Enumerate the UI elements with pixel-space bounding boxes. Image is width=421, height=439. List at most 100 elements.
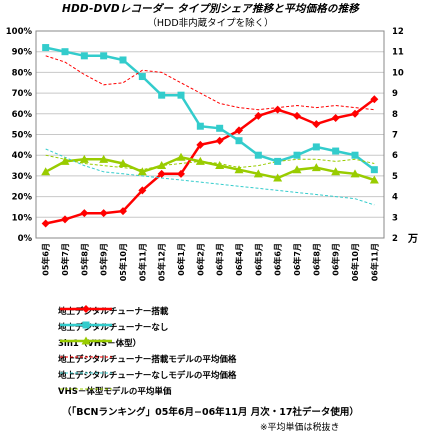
data-point bbox=[60, 156, 70, 165]
data-point bbox=[351, 151, 359, 159]
legend-label: VHS－体型モデルの平均単価 bbox=[58, 387, 172, 397]
data-point bbox=[80, 52, 88, 60]
chart-subtitle: （HDD非内蔵タイプを除く） bbox=[147, 18, 274, 29]
y-left-tick-label: 20% bbox=[12, 193, 33, 203]
data-point bbox=[177, 169, 185, 178]
x-tick-label: 06年1月 bbox=[176, 243, 186, 276]
x-tick-label: 05年12月 bbox=[157, 243, 167, 281]
legend-item: 地上デジタルチューナーなし bbox=[58, 319, 378, 335]
data-point bbox=[293, 151, 301, 159]
x-tick-label: 06年2月 bbox=[195, 243, 205, 276]
data-point bbox=[61, 48, 69, 56]
legend-item: 地上デジタルチューナー搭載モデルの平均価格 bbox=[58, 351, 378, 367]
y-right-tick-label: 3 bbox=[392, 213, 398, 223]
chart-legend: 地上デジタルチューナー搭載 地上デジタルチューナーなし 3in1（VHS－体型） 地上… bbox=[58, 303, 378, 399]
x-tick-label: 06年5月 bbox=[253, 243, 263, 276]
data-point bbox=[137, 167, 147, 176]
legend-label: 地上デジタルチューナー搭載 bbox=[58, 307, 169, 317]
data-point bbox=[158, 91, 166, 99]
data-point bbox=[100, 52, 108, 60]
data-point bbox=[331, 167, 341, 176]
y-left-tick-label: 0% bbox=[18, 234, 33, 244]
x-tick-label: 05年7月 bbox=[60, 243, 70, 276]
data-point bbox=[176, 152, 186, 161]
data-point bbox=[196, 140, 205, 149]
legend-label: 地上デジタルチューナーなし bbox=[58, 323, 169, 333]
legend-item: 地上デジタルチューナーなしモデルの平均価格 bbox=[58, 367, 378, 383]
x-tick-label: 06年3月 bbox=[215, 243, 225, 276]
share-series-line bbox=[45, 46, 376, 171]
x-tick-label: 06年4月 bbox=[234, 243, 244, 276]
y-left-tick-label: 10% bbox=[12, 213, 33, 223]
y-left-tick-label: 50% bbox=[12, 131, 33, 141]
legend-label: 地上デジタルチューナー搭載モデルの平均価格 bbox=[58, 355, 237, 365]
data-point bbox=[41, 219, 50, 228]
y-right-tick-label: 12 bbox=[392, 27, 404, 37]
data-point bbox=[351, 109, 359, 118]
data-point bbox=[253, 169, 263, 178]
legend-swatch bbox=[60, 372, 112, 374]
y-left-tick-label: 60% bbox=[12, 110, 33, 120]
data-point bbox=[369, 175, 379, 184]
source-footnote: （「BCNランキング」05年6月−06年11月 月次・17社データ使用） bbox=[62, 407, 359, 418]
data-point bbox=[157, 161, 167, 170]
y-right-tick-label: 5 bbox=[392, 172, 398, 182]
data-point bbox=[312, 143, 320, 151]
legend-swatch-marker bbox=[82, 305, 90, 313]
x-tick-label: 06年9月 bbox=[331, 243, 341, 276]
data-point bbox=[332, 147, 340, 155]
y-left-tick-label: 80% bbox=[12, 68, 33, 78]
price-note: ※平均単価は税抜き bbox=[260, 423, 340, 433]
data-point bbox=[234, 165, 244, 174]
price-series-line bbox=[45, 154, 375, 171]
data-point bbox=[42, 44, 50, 52]
legend-swatch bbox=[60, 388, 112, 390]
legend-swatch-marker bbox=[82, 321, 90, 329]
x-tick-label: 06年11月 bbox=[369, 243, 379, 281]
legend-item: 地上デジタルチューナー搭載 bbox=[58, 303, 378, 319]
legend-label: 地上デジタルチューナーなしモデルの平均価格 bbox=[58, 371, 237, 381]
data-point bbox=[292, 165, 302, 174]
data-point bbox=[254, 151, 262, 159]
y-right-tick-label: 7 bbox=[392, 131, 398, 141]
legend-swatch bbox=[60, 305, 112, 313]
legend-item: 3in1（VHS－体型） bbox=[58, 335, 378, 351]
data-point bbox=[370, 166, 378, 174]
data-point bbox=[216, 124, 224, 132]
price-series-line bbox=[45, 55, 375, 111]
data-point bbox=[80, 209, 89, 218]
data-point bbox=[215, 136, 224, 145]
data-point bbox=[196, 122, 204, 130]
y-right-tick-label: 4 bbox=[392, 193, 398, 203]
y-right-tick-label: 9 bbox=[392, 89, 398, 99]
data-point bbox=[370, 95, 379, 104]
chart-title: HDD-DVDレコーダー タイプ別シェア推移と平均価格の推移 bbox=[62, 3, 359, 15]
y-left-tick-label: 90% bbox=[12, 48, 33, 58]
x-tick-label: 05年6月 bbox=[41, 243, 51, 276]
y-left-tick-label: 30% bbox=[12, 172, 33, 182]
data-point bbox=[177, 91, 185, 99]
x-tick-label: 06年8月 bbox=[311, 243, 321, 276]
line-chart: 0% 10% 20% 30% 40% 50% 60% 70% 80% 90% 100% 2 3 4 5 6 7 8… bbox=[6, 27, 418, 281]
x-tick-label: 06年7月 bbox=[292, 243, 302, 276]
data-point bbox=[79, 154, 89, 163]
legend-swatch bbox=[60, 356, 112, 358]
share-series-line bbox=[45, 155, 375, 182]
data-point bbox=[254, 111, 263, 120]
data-point bbox=[41, 167, 51, 176]
data-point bbox=[157, 169, 166, 178]
data-point bbox=[119, 56, 127, 64]
data-point bbox=[99, 209, 108, 218]
x-tick-label: 05年10月 bbox=[118, 243, 128, 281]
plot-area bbox=[35, 30, 385, 239]
share-series-line bbox=[45, 98, 376, 225]
y-right-tick-label: 6 bbox=[392, 151, 398, 161]
data-point bbox=[61, 215, 69, 224]
data-point bbox=[119, 207, 127, 216]
legend-item: VHS－体型モデルの平均単価 bbox=[58, 383, 378, 399]
data-point bbox=[293, 111, 301, 120]
y-left-tick-label: 100% bbox=[6, 27, 33, 37]
y-right-tick-label: 10 bbox=[392, 68, 404, 78]
data-point bbox=[273, 173, 283, 182]
x-tick-label: 06年10月 bbox=[350, 243, 360, 281]
